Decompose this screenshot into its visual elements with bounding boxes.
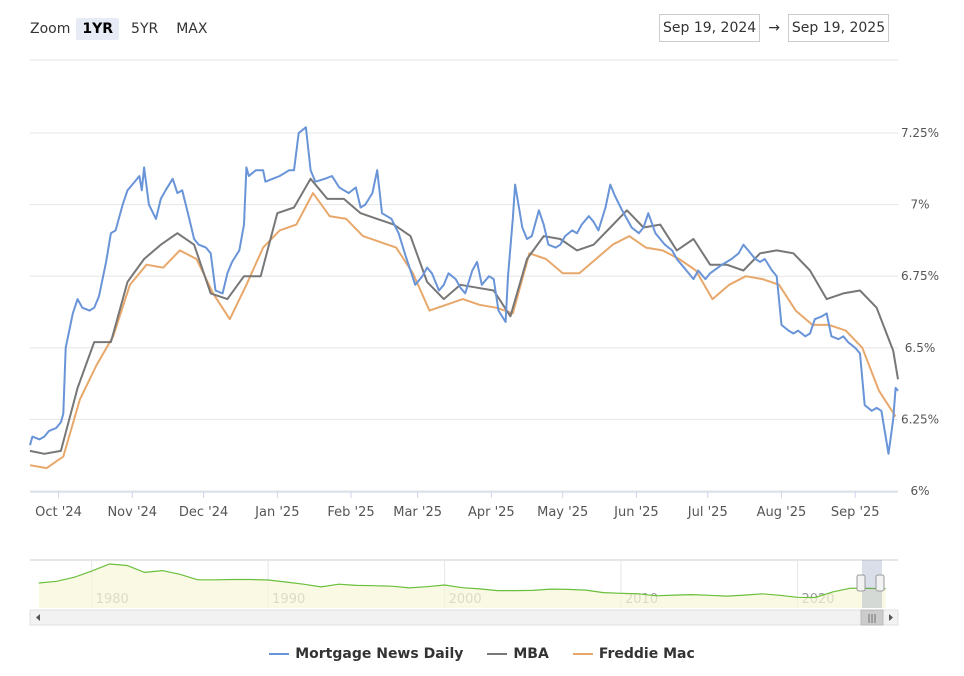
grid-lines <box>30 59 898 492</box>
zoom-max-button[interactable]: MAX <box>176 21 208 37</box>
y-tick-label: 6% <box>910 484 929 498</box>
y-axis-labels: 6% 6.25% 6.5% 6.75% 7% 7.25% <box>901 126 939 498</box>
y-tick-label: 7.25% <box>901 126 939 140</box>
legend-swatch-mortgage-news-daily <box>269 653 290 655</box>
x-tick-label: Oct '24 <box>35 505 82 520</box>
scrollbar-track <box>29 609 899 626</box>
x-tick-label: Feb '25 <box>327 505 374 520</box>
x-tick-label: Jul '25 <box>687 505 728 520</box>
legend-item-freddie-mac[interactable]: Freddie Mac <box>572 646 695 662</box>
y-tick-label: 6.25% <box>901 412 939 426</box>
y-tick-label: 7% <box>910 198 929 212</box>
series-line-freddie-mac <box>29 192 897 470</box>
zoom-1yr-button[interactable]: 1YR <box>76 18 120 40</box>
scrollbar-right-arrow-icon <box>889 614 893 621</box>
x-tick-label: May '25 <box>537 505 588 520</box>
navigator-line <box>38 563 886 599</box>
zoom-label: Zoom <box>30 21 71 37</box>
x-tick-label: Aug '25 <box>757 505 807 520</box>
x-tick-label: Apr '25 <box>468 505 515 520</box>
navigator-area <box>38 564 886 608</box>
x-tick-label: Mar '25 <box>393 505 442 520</box>
y-tick-label: 6.75% <box>901 269 939 283</box>
legend: Mortgage News Daily MBA Freddie Mac <box>0 646 964 662</box>
navigator[interactable]: 19801990200020102020||| <box>29 559 899 626</box>
zoom-5yr-button[interactable]: 5YR <box>131 21 159 37</box>
zoom-selector: Zoom 1YR 5YR MAX <box>30 17 219 41</box>
navigator-selection <box>862 560 882 608</box>
legend-swatch-freddie-mac <box>572 653 593 655</box>
scrollbar-left-arrow-icon <box>36 614 40 621</box>
legend-label: MBA <box>513 646 549 662</box>
range-arrow: → <box>768 20 780 36</box>
legend-label: Mortgage News Daily <box>295 646 464 662</box>
x-axis: Oct '24 Nov '24 Dec '24 Jan '25 Feb '25 Mar '… <box>30 491 898 520</box>
series-line-mba <box>29 177 899 455</box>
series-line-mortgage-news-daily <box>29 126 899 455</box>
scrollbar-grip-icon: ||| <box>867 614 876 624</box>
legend-label: Freddie Mac <box>598 646 695 662</box>
navigator-right-handle <box>875 574 885 592</box>
navigator-left-handle <box>856 574 866 592</box>
x-tick-label: Sep '25 <box>831 505 880 520</box>
x-tick-label: Nov '24 <box>107 505 157 520</box>
x-tick-label: Dec '24 <box>179 505 228 520</box>
legend-item-mortgage-news-daily[interactable]: Mortgage News Daily <box>269 646 463 662</box>
series-lines <box>29 126 899 470</box>
y-tick-label: 6.5% <box>905 341 936 355</box>
date-range: Sep 19, 2024 → Sep 19, 2025 <box>659 14 890 42</box>
range-from-input[interactable]: Sep 19, 2024 <box>659 14 761 42</box>
x-tick-label: Jan '25 <box>254 505 299 520</box>
x-tick-label: Jun '25 <box>613 505 659 520</box>
legend-item-mba[interactable]: MBA <box>487 646 549 662</box>
legend-swatch-mba <box>487 653 508 655</box>
range-to-input[interactable]: Sep 19, 2025 <box>787 14 890 42</box>
scrollbar-thumb <box>860 609 884 626</box>
